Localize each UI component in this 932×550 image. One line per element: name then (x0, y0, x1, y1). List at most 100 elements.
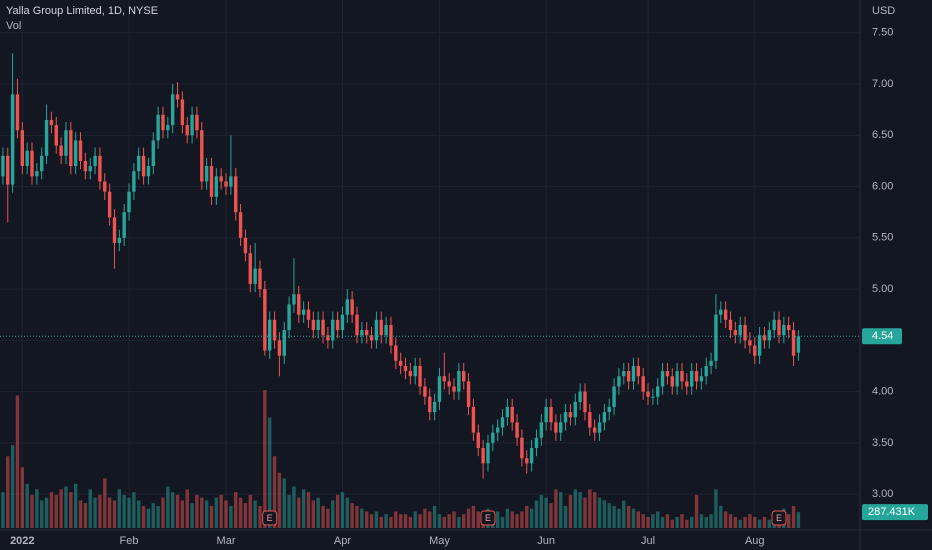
volume-bar (719, 505, 723, 528)
volume-bar (626, 505, 631, 528)
candle-body (583, 391, 587, 413)
volume-bar (151, 503, 155, 528)
volume-bar (525, 505, 529, 528)
candle-body (641, 376, 645, 392)
candle-body (117, 237, 122, 243)
volume-bar (462, 514, 466, 528)
candle-body (626, 371, 631, 382)
candle-body (617, 376, 621, 387)
candle-body (83, 160, 88, 172)
volume-bar (694, 494, 699, 528)
candle-body (122, 212, 126, 238)
volume-bar (685, 519, 689, 528)
candle-body (78, 140, 83, 161)
volume-bar (665, 514, 670, 528)
candle-body (238, 212, 243, 238)
candle-body (365, 330, 369, 336)
candle-body (209, 166, 214, 197)
volume-bar (243, 503, 248, 528)
volume-bar (549, 503, 553, 528)
candle-body (321, 319, 325, 336)
y-tick-label: 7.50 (872, 27, 893, 39)
candle-body (777, 319, 781, 336)
candle-body (267, 319, 272, 351)
candle-body (597, 422, 602, 433)
candle-body (25, 150, 29, 167)
candle-body (30, 150, 34, 177)
volume-bar (704, 516, 708, 528)
volume-bar (534, 500, 539, 528)
candle-body (699, 376, 704, 382)
candle-body (719, 309, 723, 315)
candle-body (588, 412, 592, 428)
volume-bar (127, 497, 131, 528)
candle-body (559, 422, 563, 433)
volume-bar (544, 497, 548, 528)
volume-bar (413, 511, 417, 528)
volume-bar (306, 492, 311, 528)
volume-bar (78, 500, 83, 528)
candle-body (69, 130, 73, 167)
volume-bar (786, 514, 791, 528)
candle-body (272, 319, 277, 341)
volume-bar (374, 511, 379, 528)
candle-body (612, 386, 616, 407)
volume-bar (321, 505, 325, 528)
candle-body (49, 119, 54, 126)
candle-body (360, 330, 364, 336)
volume-bar (394, 511, 398, 528)
volume-bar (753, 516, 757, 528)
earnings-label: E (776, 513, 782, 523)
volume-bar (379, 516, 383, 528)
candle-body (709, 360, 713, 366)
volume-bar (292, 486, 296, 528)
volume-bar (432, 505, 437, 528)
candle-body (457, 371, 461, 392)
candle-body (180, 99, 185, 126)
x-tick-label: Mar (217, 535, 236, 547)
candle-body (694, 371, 699, 382)
volume-bar (505, 508, 510, 528)
volume-bar (1, 492, 5, 528)
candle-body (248, 253, 252, 284)
candle-body (15, 94, 20, 131)
volume-bar (738, 519, 742, 528)
volume-bar (767, 519, 771, 528)
volume-bar (403, 514, 408, 528)
candle-body (73, 140, 78, 167)
earnings-label: E (485, 513, 491, 523)
candle-body (418, 365, 422, 387)
candle-body (185, 125, 189, 136)
volume-bar (69, 492, 73, 528)
volume-bar (180, 500, 185, 528)
candle-body (394, 345, 398, 361)
volume-bar (345, 497, 349, 528)
volume-bar (709, 514, 713, 528)
candle-body (578, 391, 582, 402)
volume-bar (646, 516, 650, 528)
candle-body (423, 386, 427, 397)
volume-bar (258, 505, 262, 528)
candle-body (161, 114, 165, 131)
candle-body (680, 371, 684, 382)
candle-body (166, 125, 170, 131)
volume-bar (112, 500, 117, 528)
volume-bar (25, 483, 29, 528)
volume-bar (229, 505, 233, 528)
candle-body (234, 176, 238, 213)
volume-bar (141, 505, 146, 528)
candle-body (772, 319, 776, 331)
earnings-marker (480, 510, 496, 526)
candle-body (505, 406, 510, 418)
candle-body (64, 130, 68, 156)
volume-bar (88, 489, 92, 528)
volume-bar (398, 514, 403, 528)
volume-tag (862, 504, 928, 521)
volume-bar (452, 511, 456, 528)
candle-body (200, 130, 204, 182)
candle-body (146, 166, 151, 177)
volume-bar (267, 417, 272, 528)
volume-bar (175, 494, 180, 528)
volume-bar (471, 505, 476, 528)
